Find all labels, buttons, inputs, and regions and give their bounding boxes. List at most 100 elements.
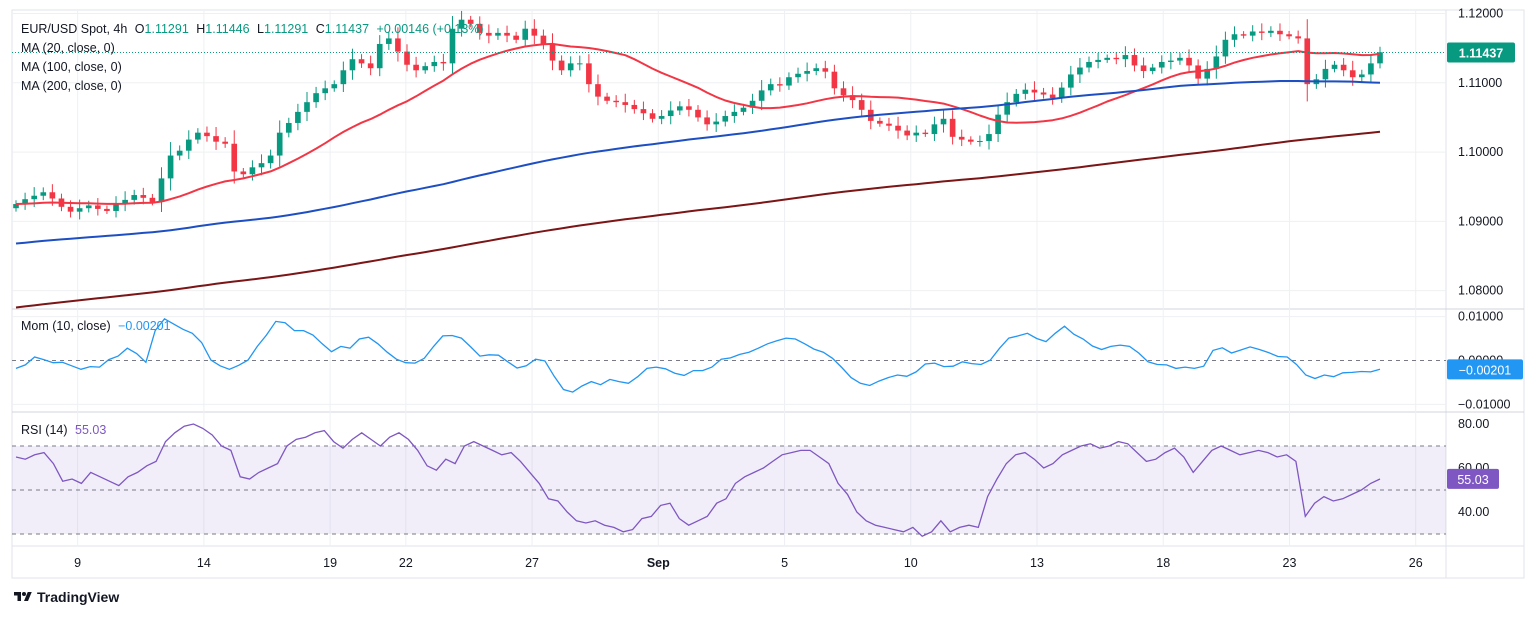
candle-body[interactable] [567,63,574,71]
rsi-pane[interactable] [12,423,1446,537]
candle-body[interactable] [1322,68,1329,80]
candle-body[interactable] [877,120,883,124]
candle-body[interactable] [1177,57,1183,61]
candle-body[interactable] [195,132,201,140]
candle-body[interactable] [1349,70,1356,78]
candle-body[interactable] [185,139,192,151]
ma100-line[interactable] [15,80,1381,245]
ma20-line[interactable] [15,42,1381,205]
candle-body[interactable] [904,130,910,136]
candle-body[interactable] [695,109,701,118]
candle-body[interactable] [1331,64,1338,69]
candle-body[interactable] [1031,89,1038,93]
candle-body[interactable] [795,73,801,78]
candle-body[interactable] [613,100,619,103]
candle-body[interactable] [940,118,947,125]
candle-body[interactable] [1277,30,1283,35]
candle-body[interactable] [649,113,656,119]
candle-body[interactable] [813,68,820,71]
candle-body[interactable] [386,38,392,44]
candle-body[interactable] [640,109,647,114]
candle-body[interactable] [1358,74,1365,78]
candle-body[interactable] [540,35,547,44]
candle-body[interactable] [1140,65,1147,71]
candle-body[interactable] [995,114,1001,135]
ma100-legend[interactable]: MA (100, close, 0) [21,60,122,74]
candle-body[interactable] [777,84,783,86]
candle-body[interactable] [440,61,447,64]
candle-body[interactable] [131,195,138,200]
candle-body[interactable] [1013,93,1020,103]
candle-body[interactable] [1295,36,1301,39]
candle-body[interactable] [104,208,110,211]
candle-body[interactable] [586,63,592,85]
candle-body[interactable] [858,100,865,110]
candle-body[interactable] [576,63,583,65]
tradingview-logo[interactable]: TradingView [12,589,119,605]
candle-body[interactable] [1186,57,1192,66]
rsi-legend[interactable]: RSI (14) 55.03 [21,421,110,440]
candle-body[interactable] [949,118,956,137]
candle-body[interactable] [176,150,183,156]
candle-body[interactable] [349,59,356,71]
candle-body[interactable] [758,90,765,101]
candle-body[interactable] [95,205,101,209]
candle-body[interactable] [413,64,419,71]
candle-body[interactable] [404,51,410,65]
candle-body[interactable] [1077,67,1083,75]
candle-body[interactable] [1368,63,1374,75]
rsi-line[interactable] [15,423,1381,537]
candle-body[interactable] [1231,34,1238,40]
candle-body[interactable] [804,70,810,74]
candle-body[interactable] [531,28,538,36]
candle-body[interactable] [331,84,338,89]
candle-body[interactable] [958,136,965,140]
candle-body[interactable] [1204,68,1211,79]
candle-body[interactable] [658,116,665,119]
candle-body[interactable] [167,155,174,179]
candle-body[interactable] [767,84,774,91]
candle-body[interactable] [822,68,829,72]
candle-body[interactable] [322,88,328,94]
candle-body[interactable] [986,134,992,141]
candle-body[interactable] [85,205,92,209]
candle-body[interactable] [158,178,165,202]
candle-body[interactable] [231,143,238,172]
candle-body[interactable] [395,38,401,52]
mom-legend[interactable]: Mom (10, close) −0.00201 [21,317,175,336]
candle-body[interactable] [595,84,601,97]
candle-body[interactable] [1168,60,1174,62]
candle-body[interactable] [849,95,856,101]
candle-body[interactable] [1158,61,1165,68]
candle-body[interactable] [1131,55,1138,66]
candle-body[interactable] [686,106,692,110]
candle-body[interactable] [604,96,610,101]
candle-body[interactable] [749,100,756,108]
momentum-pane[interactable] [12,317,1446,393]
candle-body[interactable] [204,132,210,137]
candle-body[interactable] [667,110,674,117]
candle-body[interactable] [358,59,365,64]
candle-body[interactable] [1286,34,1292,37]
candle-body[interactable] [1258,31,1265,33]
candle-body[interactable] [1104,57,1111,60]
candle-body[interactable] [922,132,929,135]
candle-body[interactable] [13,204,19,209]
time-axis[interactable]: 9 14 19 22 27 Sep 5 10 13 18 23 26 [74,556,1423,570]
candle-body[interactable] [1122,55,1129,60]
candle-body[interactable] [49,192,56,199]
candle-body[interactable] [967,139,974,142]
candle-body[interactable] [504,32,510,36]
candle-body[interactable] [140,195,147,198]
candle-body[interactable] [831,71,838,89]
momentum-line[interactable] [15,317,1381,393]
candle-body[interactable] [913,132,920,136]
candle-body[interactable] [1049,94,1056,99]
candle-body[interactable] [895,125,901,131]
candle-body[interactable] [1058,87,1065,99]
candle-body[interactable] [122,199,128,204]
candle-body[interactable] [76,208,83,212]
candle-body[interactable] [1222,39,1229,57]
candle-body[interactable] [467,19,474,24]
candle-body[interactable] [295,111,301,123]
